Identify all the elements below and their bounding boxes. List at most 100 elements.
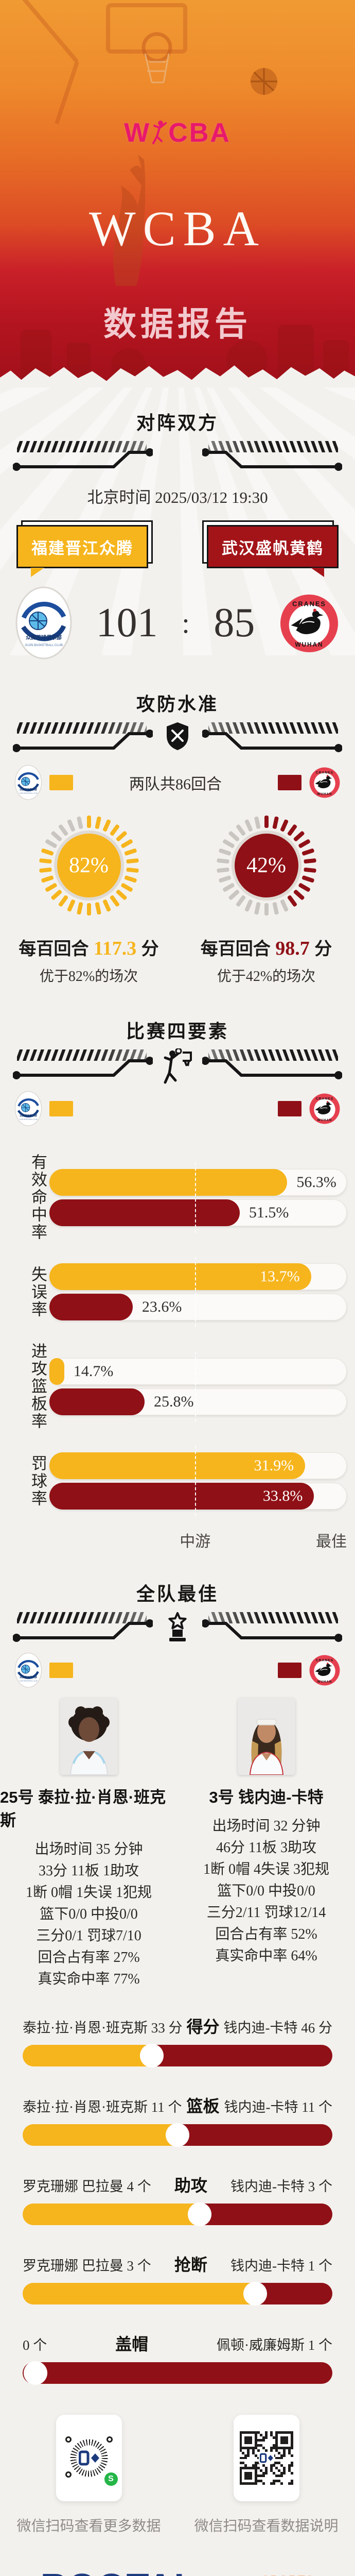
qr-caption-right: 微信扫码查看数据说明: [194, 2518, 339, 2534]
split-dot: [24, 2361, 47, 2385]
away-share: [177, 2124, 332, 2146]
stat-line: 1断 0帽 4失误 3犯规: [203, 1861, 329, 1877]
pace-legend: 两队共86回合: [0, 765, 355, 801]
stat-line: 33分 11板 1助攻: [39, 1863, 139, 1879]
trophy-star-icon: [168, 1612, 187, 1641]
wcba-logo-cba: CBA: [168, 118, 231, 148]
away-rating-value: 98.7: [275, 938, 310, 959]
factor-value: 13.7%: [260, 1268, 300, 1285]
divider-right: [202, 1048, 342, 1081]
home-factor-track: 31.9%: [49, 1452, 347, 1479]
section-divider: [0, 721, 355, 757]
section-qr: S 微信扫码查看更多数据 微信扫码查看数据说明 ROOTAI® SPORT: [0, 2415, 355, 2576]
home-pace-column: 82% 每百回合 117.3 分 优于82%的场次: [0, 814, 177, 986]
factor-group-oreb: 进攻篮板率 14.7% 25.8%: [0, 1343, 355, 1430]
factor-value: 51.5%: [248, 1204, 289, 1221]
away-player-name: 3号 钱内迪-卡特: [209, 1788, 324, 1806]
home-team-logo: [15, 586, 72, 660]
away-team-badge: 武汉盛帆黄鹤: [202, 520, 339, 577]
wcba-league-logo: W CBA: [0, 117, 355, 148]
divider-left: [13, 440, 153, 473]
comparison-row-rebounds: 泰拉·拉·肖恩·班克斯 11 个 篮板 钱内迪-卡特 11 个: [23, 2093, 332, 2147]
right-leader: 钱内迪-卡特 46 分: [223, 2020, 333, 2036]
factor-label: 失误率: [29, 1265, 47, 1318]
divider-left: [13, 1048, 153, 1081]
away-percentile-note: 优于42%的场次: [217, 969, 316, 985]
section-pace: 攻防水准 两队共86回合 82% 每百回合 117.3 分: [0, 660, 355, 986]
section-divider: [0, 440, 355, 476]
factor-group-efg: 有效命中率 56.3% 51.5%: [0, 1154, 355, 1241]
stat-name: 盖帽: [115, 2335, 149, 2353]
pace-gauges: 82% 每百回合 117.3 分 优于82%的场次 42% 每百回合 98.7 …: [0, 814, 355, 986]
home-factor-track: 13.7%: [49, 1263, 347, 1290]
away-team-logo-small: [309, 767, 340, 798]
factor-value: 23.6%: [141, 1298, 182, 1315]
factor-group-ftr: 罚球率 31.9% 33.8%: [0, 1446, 355, 1516]
team-badges-row: 福建晋江众腾 武汉盛帆黄鹤: [0, 520, 355, 577]
report-league-title: WCBA: [89, 201, 266, 256]
split-dot: [187, 2202, 211, 2226]
home-factor-bar: 56.3%: [49, 1168, 336, 1196]
away-factor-bar: 33.8%: [49, 1483, 314, 1510]
factor-value: 14.7%: [73, 1362, 114, 1380]
home-gauge-value: 82%: [57, 834, 121, 897]
home-share: [23, 2045, 152, 2066]
factor-value: 56.3%: [296, 1173, 336, 1191]
stat-name: 得分: [186, 2018, 220, 2036]
qr-data-notes: 微信扫码查看数据说明: [177, 2415, 355, 2535]
comparison-row-steals: 罗克珊娜 巴拉曼 3 个 抢断 钱内迪-卡特 1 个: [23, 2252, 332, 2306]
away-color-swatch: [278, 775, 301, 790]
away-team-name: 武汉盛帆黄鹤: [207, 525, 339, 568]
split-dot: [243, 2282, 267, 2306]
standard-qr-code[interactable]: [233, 2415, 299, 2501]
home-factor-track: 14.7%: [49, 1358, 347, 1385]
away-team-logo: [279, 594, 339, 653]
rootai-glyph: [78, 2450, 99, 2466]
away-factor-bar: 25.8%: [49, 1388, 193, 1415]
rootai-sports-label: SPORTS: [262, 2573, 314, 2576]
away-rating-line: 每百回合 98.7 分: [201, 935, 332, 960]
basketball-player-icon: [164, 1048, 192, 1084]
qr-caption-left: 微信扫码查看更多数据: [16, 2518, 161, 2534]
factor-value: 31.9%: [254, 1457, 294, 1474]
home-factor-bar: 13.7%: [49, 1263, 311, 1290]
home-rating-gauge: 82%: [38, 814, 140, 917]
stat-line: 回合占有率 52%: [215, 1926, 317, 1942]
wcba-logo-player-icon: [152, 121, 167, 144]
section-title-four-factors: 比赛四要素: [126, 1021, 229, 1042]
away-player-photo: [237, 1698, 295, 1775]
away-share: [255, 2283, 332, 2304]
away-factor-bar: 51.5%: [49, 1199, 289, 1226]
away-factor-track: 25.8%: [49, 1388, 347, 1415]
hero-banner: W CBA WCBA 数据报告: [0, 0, 355, 387]
away-factor-track: 51.5%: [49, 1199, 347, 1226]
home-share: [23, 2283, 255, 2304]
section-matchup: 对阵双方 北京时间 2025/03/12 19:30 福建晋江众腾 武汉盛帆黄鹤…: [0, 387, 355, 660]
split-dot: [140, 2044, 164, 2067]
left-leader: 泰拉·拉·肖恩·班克斯 11 个: [23, 2099, 182, 2115]
factor-label: 有效命中率: [29, 1154, 47, 1241]
badge-tail: [311, 568, 324, 577]
match-time: 北京时间 2025/03/12 19:30: [87, 488, 268, 506]
home-player-name: 25号 泰拉·拉·肖恩·班克斯: [0, 1788, 166, 1829]
rootai-logo: ROOTAI® SPORTS 根尖体育: [0, 2569, 355, 2576]
comparison-bar: [23, 2202, 332, 2226]
away-factor-bar: 23.6%: [49, 1294, 182, 1320]
comparison-row-points: 泰拉·拉·肖恩·班克斯 33 分 得分 钱内迪-卡特 46 分: [23, 2014, 333, 2067]
factor-label: 进攻篮板率: [29, 1343, 47, 1430]
home-share: [23, 2204, 200, 2225]
home-color-swatch: [49, 1663, 73, 1678]
miniprogram-qr-code[interactable]: S: [56, 2415, 122, 2501]
home-player-stats: 出场时间 35 分钟 33分 11板 1助攻 1断 0帽 1失误 1犯规 篮下0…: [26, 1839, 152, 1990]
away-player-stats: 出场时间 32 分钟 46分 11板 3助攻 1断 0帽 4失误 3犯规 篮下0…: [203, 1816, 329, 1967]
stat-line: 篮下0/0 中投0/0: [40, 1906, 138, 1922]
stat-line: 出场时间 35 分钟: [34, 1841, 143, 1857]
divider-right: [202, 721, 342, 754]
home-rating-line: 每百回合 117.3 分: [19, 935, 158, 960]
section-divider: [0, 1048, 355, 1084]
home-factor-bar: 31.9%: [49, 1452, 306, 1479]
stat-line: 真实命中率 77%: [38, 1971, 140, 1987]
home-player-photo: [60, 1698, 118, 1775]
right-leader: 钱内迪-卡特 3 个: [230, 2179, 332, 2194]
stat-name: 篮板: [186, 2097, 220, 2115]
